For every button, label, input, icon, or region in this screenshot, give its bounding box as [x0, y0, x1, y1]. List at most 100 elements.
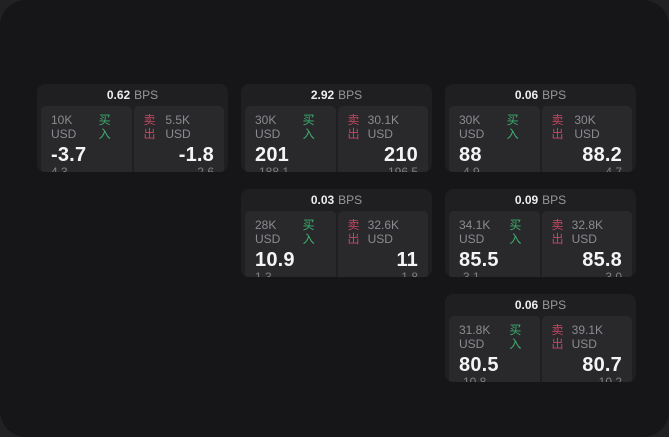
sell-tag: 卖出	[143, 113, 156, 141]
sell-price: 85.8	[582, 249, 622, 271]
bps-unit-label: BPS	[542, 298, 567, 312]
buy-tag: 买入	[509, 218, 522, 246]
buy-size: 31.8K USD	[459, 323, 491, 351]
card-body: 10K USD 买入 -3.7 4.3 卖出 5.5K USD -1.8 -2.…	[41, 106, 224, 172]
buy-tag: 买入	[509, 323, 522, 351]
quote-card: 0.09 BPS 34.1K USD 买入 85.5 -3.1 卖出 32.8K…	[445, 189, 636, 277]
sell-panel-header: 卖出 5.5K USD	[144, 113, 215, 141]
card-header: 0.62 BPS	[37, 84, 228, 104]
bps-value: 0.06	[514, 298, 539, 312]
sell-delta: 4.7	[605, 165, 622, 173]
sell-price: -1.8	[178, 144, 214, 166]
sell-panel-header: 卖出 30.1K USD	[348, 113, 419, 141]
bps-value: 0.62	[106, 88, 131, 102]
sell-panel[interactable]: 卖出 30K USD 88.2 4.7	[541, 106, 632, 173]
sell-panel[interactable]: 卖出 32.8K USD 85.8 3.0	[541, 211, 632, 278]
buy-size: 30K USD	[459, 113, 485, 141]
buy-panel-header: 28K USD 买入	[255, 218, 326, 246]
sell-panel-header: 卖出 30K USD	[552, 113, 623, 141]
sell-price: 210	[384, 144, 418, 166]
sell-tag: 卖出	[551, 113, 564, 141]
card-body: 31.8K USD 买入 80.5 -10.8 卖出 39.1K USD 80.…	[449, 316, 632, 382]
buy-tag: 买入	[506, 113, 519, 141]
sell-size: 5.5K USD	[165, 113, 191, 141]
buy-size: 34.1K USD	[459, 218, 491, 246]
sell-panel[interactable]: 卖出 39.1K USD 80.7 10.2	[541, 316, 632, 383]
buy-tag: 买入	[302, 113, 315, 141]
quote-card: 0.06 BPS 30K USD 买入 88 -4.9 卖出 30K USD 8…	[445, 84, 636, 172]
bps-value: 2.92	[310, 88, 335, 102]
sell-delta: -1.8	[397, 270, 418, 278]
card-body: 28K USD 买入 10.9 1.3 卖出 32.6K USD 11 -1.8	[245, 211, 428, 277]
card-header: 0.09 BPS	[445, 189, 636, 209]
quote-card: 0.03 BPS 28K USD 买入 10.9 1.3 卖出 32.6K US…	[241, 189, 432, 277]
card-header: 2.92 BPS	[241, 84, 432, 104]
sell-tag: 卖出	[551, 323, 564, 351]
buy-panel-header: 34.1K USD 买入	[459, 218, 530, 246]
sell-panel[interactable]: 卖出 30.1K USD 210 196.5	[337, 106, 428, 173]
buy-panel-header: 31.8K USD 买入	[459, 323, 530, 351]
sell-delta: -2.6	[193, 165, 214, 173]
card-body: 30K USD 买入 88 -4.9 卖出 30K USD 88.2 4.7	[449, 106, 632, 172]
sell-panel-header: 卖出 39.1K USD	[552, 323, 623, 351]
buy-price: 85.5	[459, 249, 499, 271]
card-header: 0.06 BPS	[445, 84, 636, 104]
buy-size: 10K USD	[51, 113, 77, 141]
bps-value: 0.06	[514, 88, 539, 102]
buy-panel[interactable]: 30K USD 买入 201 -188.1	[245, 106, 336, 172]
quote-card: 2.92 BPS 30K USD 买入 201 -188.1 卖出 30.1K …	[241, 84, 432, 172]
buy-panel[interactable]: 34.1K USD 买入 85.5 -3.1	[449, 211, 540, 277]
sell-size: 32.8K USD	[571, 218, 603, 246]
quote-grid: 0.62 BPS 10K USD 买入 -3.7 4.3 卖出 5.5K USD…	[37, 84, 636, 382]
sell-size: 30K USD	[574, 113, 600, 141]
bps-value: 0.03	[310, 193, 335, 207]
buy-delta: 4.3	[51, 165, 68, 173]
bps-unit-label: BPS	[542, 88, 567, 102]
buy-price: -3.7	[51, 144, 87, 166]
buy-tag: 买入	[302, 218, 315, 246]
sell-size: 39.1K USD	[571, 323, 603, 351]
buy-price: 10.9	[255, 249, 295, 271]
sell-price: 11	[396, 249, 418, 271]
buy-delta: -3.1	[459, 270, 480, 278]
buy-panel[interactable]: 30K USD 买入 88 -4.9	[449, 106, 540, 172]
buy-price: 80.5	[459, 354, 499, 376]
buy-panel[interactable]: 28K USD 买入 10.9 1.3	[245, 211, 336, 277]
sell-delta: 10.2	[598, 375, 622, 383]
sell-panel[interactable]: 卖出 5.5K USD -1.8 -2.6	[133, 106, 224, 173]
bps-value: 0.09	[514, 193, 539, 207]
sell-panel-header: 卖出 32.8K USD	[552, 218, 623, 246]
sell-tag: 卖出	[347, 218, 360, 246]
buy-size: 30K USD	[255, 113, 281, 141]
sell-price: 80.7	[582, 354, 622, 376]
sell-panel-header: 卖出 32.6K USD	[348, 218, 419, 246]
card-header: 0.06 BPS	[445, 294, 636, 314]
buy-price: 201	[255, 144, 289, 166]
bps-unit-label: BPS	[338, 88, 363, 102]
buy-delta: -188.1	[255, 165, 290, 173]
buy-panel[interactable]: 31.8K USD 买入 80.5 -10.8	[449, 316, 540, 382]
sell-tag: 卖出	[551, 218, 564, 246]
sell-delta: 3.0	[605, 270, 622, 278]
quote-card: 0.62 BPS 10K USD 买入 -3.7 4.3 卖出 5.5K USD…	[37, 84, 228, 172]
bps-unit-label: BPS	[338, 193, 363, 207]
sell-delta: 196.5	[387, 165, 418, 173]
buy-panel-header: 30K USD 买入	[459, 113, 530, 141]
buy-panel[interactable]: 10K USD 买入 -3.7 4.3	[41, 106, 132, 172]
buy-tag: 买入	[98, 113, 111, 141]
sell-size: 30.1K USD	[367, 113, 399, 141]
bps-unit-label: BPS	[542, 193, 567, 207]
buy-delta: 1.3	[255, 270, 272, 278]
buy-price: 88	[459, 144, 482, 166]
sell-tag: 卖出	[347, 113, 360, 141]
card-body: 30K USD 买入 201 -188.1 卖出 30.1K USD 210 1…	[245, 106, 428, 172]
buy-panel-header: 10K USD 买入	[51, 113, 122, 141]
buy-delta: -4.9	[459, 165, 480, 173]
bps-unit-label: BPS	[134, 88, 159, 102]
buy-delta: -10.8	[459, 375, 487, 383]
quote-card: 0.06 BPS 31.8K USD 买入 80.5 -10.8 卖出 39.1…	[445, 294, 636, 382]
card-header: 0.03 BPS	[241, 189, 432, 209]
buy-panel-header: 30K USD 买入	[255, 113, 326, 141]
buy-size: 28K USD	[255, 218, 281, 246]
sell-panel[interactable]: 卖出 32.6K USD 11 -1.8	[337, 211, 428, 278]
